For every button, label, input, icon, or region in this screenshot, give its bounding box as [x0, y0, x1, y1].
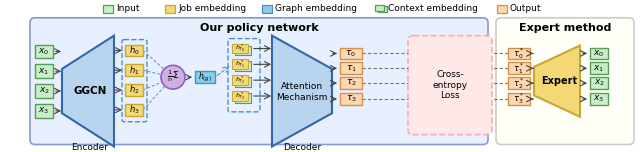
Text: $\tau^*_2$: $\tau^*_2$ [513, 76, 525, 91]
Text: $\tau_2$: $\tau_2$ [346, 78, 356, 88]
Bar [590, 93, 608, 105]
Circle shape [161, 65, 185, 89]
Bar [232, 44, 248, 54]
Text: $h_2$: $h_2$ [129, 84, 140, 96]
Text: $\tau^*_3$: $\tau^*_3$ [513, 92, 525, 106]
Text: $h^*_{T_3}$: $h^*_{T_3}$ [235, 90, 245, 102]
Bar [508, 93, 530, 105]
Bar [232, 59, 248, 69]
Bar [103, 5, 113, 13]
Text: Our policy network: Our policy network [200, 23, 318, 33]
Bar [497, 5, 507, 13]
Bar [340, 62, 362, 74]
Bar [340, 77, 362, 89]
Text: $h^*_{T_1}$: $h^*_{T_1}$ [235, 59, 245, 70]
Bar [235, 77, 251, 87]
Text: $\tau^*_0$: $\tau^*_0$ [513, 46, 525, 61]
Text: Input: Input [116, 4, 140, 13]
Bar [35, 64, 53, 78]
Bar [232, 91, 248, 101]
Text: $x_1$: $x_1$ [38, 66, 49, 76]
FancyBboxPatch shape [496, 18, 634, 145]
Bar [340, 48, 362, 59]
Bar [590, 77, 608, 89]
Text: Graph embedding: Graph embedding [275, 4, 357, 13]
Text: $x_2$: $x_2$ [38, 86, 49, 96]
Text: Cross-
entropy
Loss: Cross- entropy Loss [433, 70, 468, 100]
Bar [378, 6, 387, 12]
Bar [125, 104, 143, 116]
Bar [35, 104, 53, 118]
Text: $x_0$: $x_0$ [593, 48, 605, 59]
Text: $\tau_0$: $\tau_0$ [346, 48, 356, 59]
Text: $h^*_{T_2}$: $h^*_{T_2}$ [235, 74, 245, 86]
Text: $h_0$: $h_0$ [129, 44, 140, 57]
FancyBboxPatch shape [30, 18, 488, 145]
Bar [508, 77, 530, 89]
Text: $h_1$: $h_1$ [129, 64, 140, 76]
Bar [235, 93, 251, 103]
Text: Attention: Attention [281, 82, 323, 91]
Bar [125, 45, 143, 56]
Bar [590, 62, 608, 74]
Text: Expert method: Expert method [519, 23, 611, 33]
Text: Expert: Expert [541, 76, 577, 86]
Text: $x_0$: $x_0$ [38, 46, 49, 57]
FancyBboxPatch shape [408, 36, 492, 135]
Text: Context embedding: Context embedding [388, 4, 478, 13]
Bar [125, 84, 143, 96]
Bar [235, 46, 251, 55]
Bar [165, 5, 175, 13]
Polygon shape [62, 36, 114, 147]
Text: $h_3$: $h_3$ [129, 104, 140, 116]
Text: GGCN: GGCN [74, 86, 107, 96]
Text: $x_3$: $x_3$ [593, 94, 605, 104]
Polygon shape [534, 46, 580, 117]
Text: $x_3$: $x_3$ [38, 106, 49, 116]
Bar [590, 48, 608, 59]
Bar [508, 62, 530, 74]
Text: $x_2$: $x_2$ [593, 78, 605, 88]
Text: $\tau_3$: $\tau_3$ [346, 94, 356, 104]
Text: $h^*_{T_0}$: $h^*_{T_0}$ [235, 43, 245, 54]
Text: $\tau^*_1$: $\tau^*_1$ [513, 61, 525, 76]
Bar [375, 5, 384, 11]
Text: Encoder: Encoder [72, 143, 109, 152]
Bar [125, 64, 143, 76]
Bar [195, 71, 215, 83]
Text: Decoder: Decoder [283, 143, 321, 152]
Bar [235, 61, 251, 71]
Bar [508, 48, 530, 59]
Text: Output: Output [510, 4, 541, 13]
Bar [232, 75, 248, 85]
Polygon shape [272, 36, 332, 147]
Bar [262, 5, 272, 13]
Text: $x_1$: $x_1$ [593, 63, 605, 74]
Text: Job embedding: Job embedding [178, 4, 246, 13]
Text: $\tau_1$: $\tau_1$ [346, 63, 356, 74]
Text: $h_{(g)}$: $h_{(g)}$ [198, 71, 212, 84]
Bar [35, 84, 53, 98]
Text: Mechanism: Mechanism [276, 93, 328, 102]
Bar [35, 45, 53, 58]
Text: $\frac{1}{n}\Sigma$: $\frac{1}{n}\Sigma$ [167, 69, 179, 84]
Bar [340, 93, 362, 105]
